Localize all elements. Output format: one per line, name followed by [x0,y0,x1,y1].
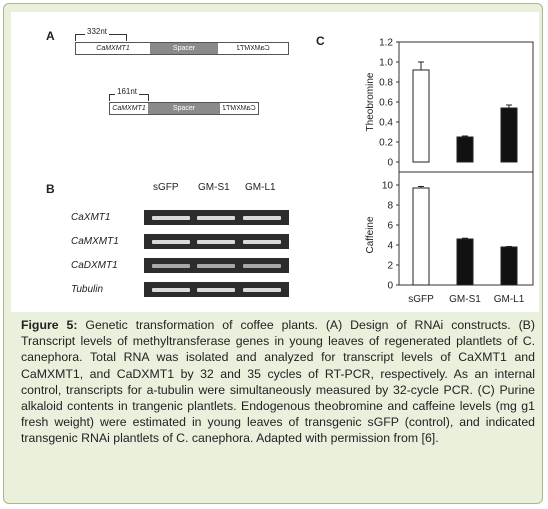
gel-band [197,215,236,220]
y-tick-label: 0.4 [379,118,393,129]
y-axis-label: Theobromine [365,72,376,131]
y-axis-label: Caffeine [365,216,376,254]
gel-band [243,239,282,244]
caption-text: Genetic transformation of coffee plants.… [21,318,535,446]
x-tick-label: GM-S1 [449,294,481,305]
panel-b-label: B [46,182,55,196]
gel-row-tubulin [144,282,289,297]
bar-gm-s1 [456,136,474,163]
y-tick-label: 6 [387,221,393,232]
gel-row-caxmt1 [144,210,289,225]
panel-a-label: A [46,29,55,43]
construct2-length: 161nt [115,87,140,96]
gene-label-caxmt1: CaXMT1 [71,212,111,223]
construct2: CaMXMT1 Spacer CaMXMT1 [109,102,259,115]
bar-gm-l1 [500,107,518,163]
gel-band [197,239,236,244]
bar-gm-s1 [456,238,474,286]
caption-label: Figure 5: [21,318,78,332]
panel-c-label: C [316,34,325,48]
panel-c-chart: 0 0.2 0.4 0.6 0.8 1.0 1.2 Theobromine 0 2 4 6 8 10 Caf… [365,38,534,305]
bar-gm-l1 [500,246,518,286]
gel-band [151,287,190,292]
gene-label-camxmt1: CaMXMT1 [71,236,119,247]
gel-row-cadxmt1 [144,258,289,273]
construct2-gene-left: CaMXMT1 [110,103,148,114]
gel-col-gms1: GM-S1 [198,182,230,193]
gel-col-gml1: GM-L1 [245,182,276,193]
y-tick-label: 10 [382,181,394,192]
figure-image: A 332nt CaMXMT1 Spacer CaMXMT1 161nt CaM… [11,12,539,312]
figure-container: A 332nt CaMXMT1 Spacer CaMXMT1 161nt CaM… [3,3,543,504]
x-tick-label: sGFP [408,294,434,305]
y-tick-label: 0.2 [379,138,393,149]
construct1-spacer: Spacer [150,43,218,54]
y-tick-label: 0 [387,158,393,169]
gel-row-camxmt1 [144,234,289,249]
gel-band [151,239,190,244]
bar-sgfp [412,69,430,163]
bar-sgfp [412,187,430,286]
y-tick-label: 1.0 [379,58,393,69]
y-tick-label: 1.2 [379,38,393,49]
gel-band [243,263,282,268]
y-tick-label: 2 [387,261,393,272]
gel-band [151,263,190,268]
construct1: CaMXMT1 Spacer CaMXMT1 [75,42,289,55]
gene-label-tubulin: Tubulin [71,284,104,295]
gel-band [151,215,190,220]
gel-col-sgfp: sGFP [153,182,179,193]
y-tick-label: 0.6 [379,98,393,109]
construct1-length: 332nt [85,27,110,36]
y-tick-label: 4 [387,241,393,252]
gel-band [197,287,236,292]
gel-band [197,263,236,268]
y-tick-label: 0 [387,281,393,292]
y-tick-label: 0.8 [379,78,393,89]
gel-band [243,287,282,292]
gel-band [243,215,282,220]
figure-caption: Figure 5: Genetic transformation of coff… [21,317,535,447]
construct2-spacer: Spacer [148,103,220,114]
y-tick-label: 8 [387,201,393,212]
gene-label-cadxmt1: CaDXMT1 [71,260,118,271]
construct1-gene-left: CaMXMT1 [76,43,150,54]
x-tick-label: GM-L1 [494,294,525,305]
